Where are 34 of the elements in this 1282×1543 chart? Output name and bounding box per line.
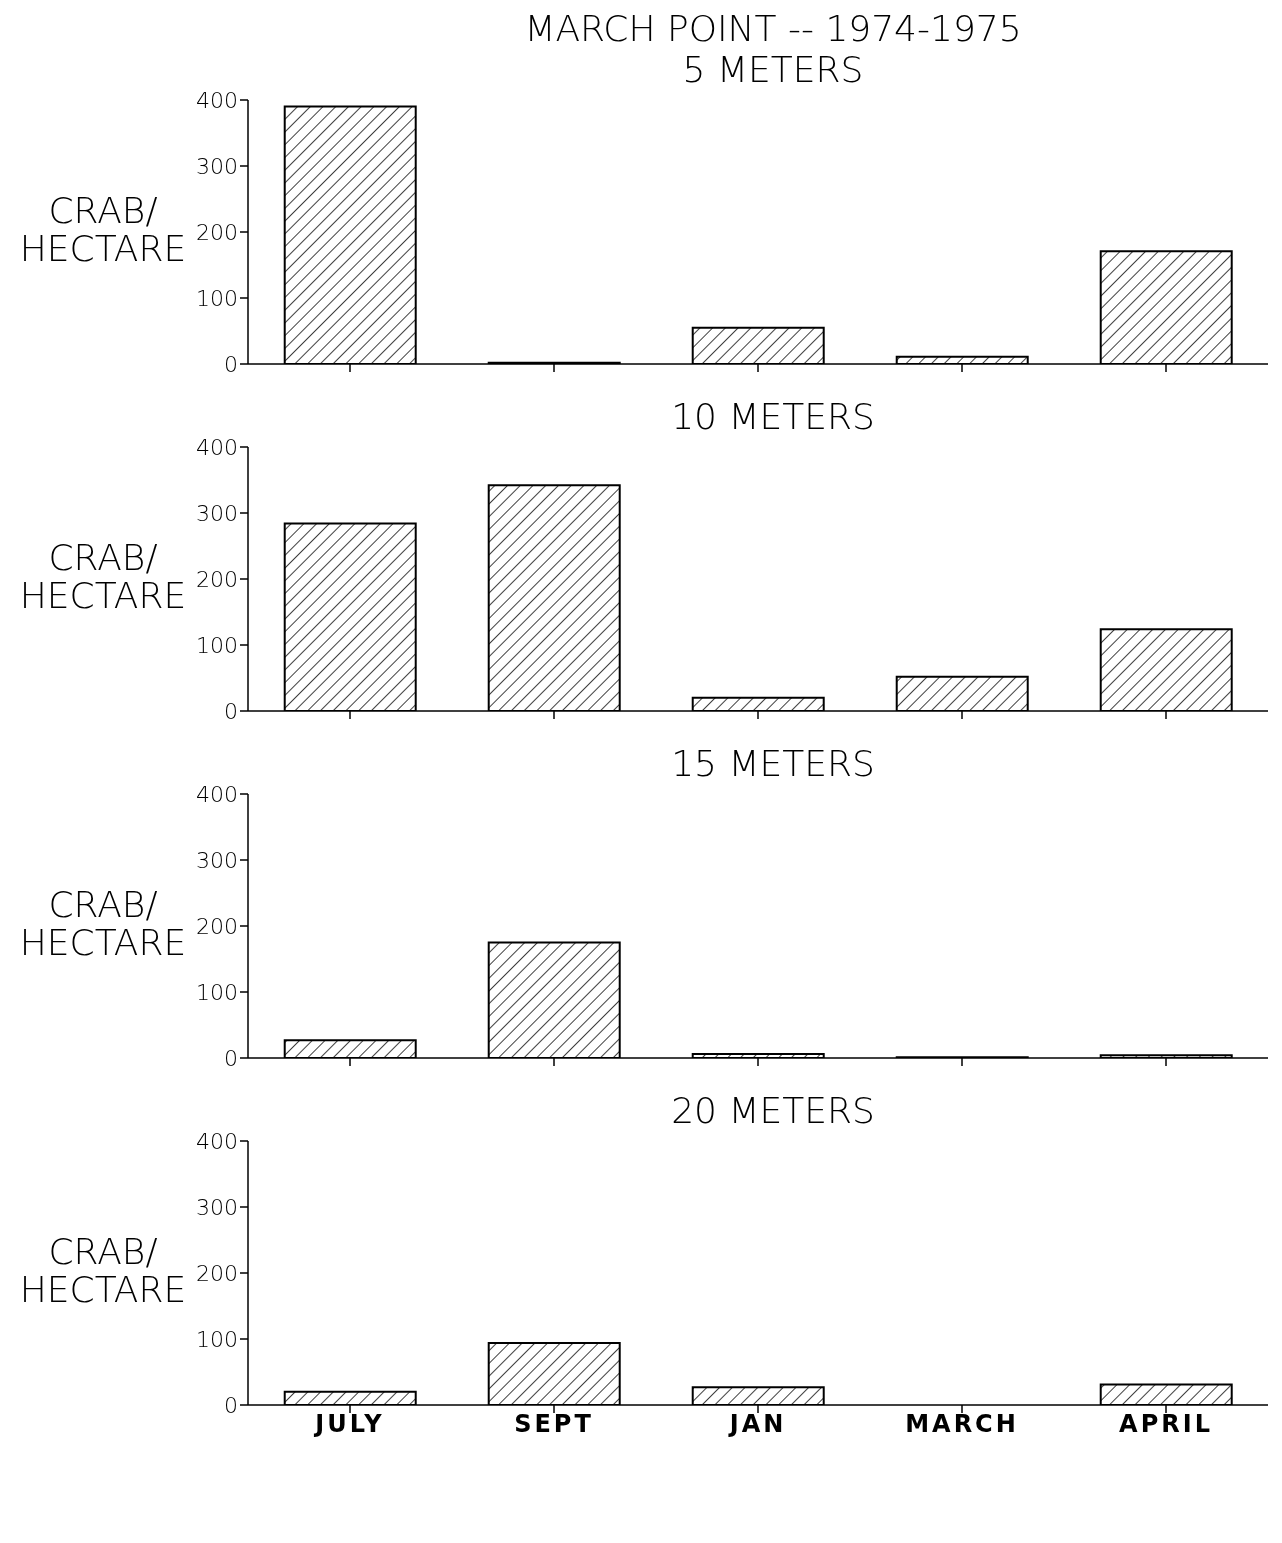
y-tick-label: 300 xyxy=(196,500,238,526)
y-tick-label: 400 xyxy=(196,87,238,113)
y-tick-label: 400 xyxy=(196,781,238,807)
y-axis-title: CRAB/ HECTARE xyxy=(19,884,187,963)
y-tick-label: 100 xyxy=(196,285,238,311)
y-axis-title: CRAB/ HECTARE xyxy=(19,190,187,269)
x-tick-label: JAN xyxy=(727,1410,787,1439)
y-tick-label: 0 xyxy=(224,698,238,724)
y-tick-label: 400 xyxy=(196,434,238,460)
y-tick-label: 300 xyxy=(196,1194,238,1220)
y-tick-label: 0 xyxy=(224,1045,238,1071)
chart-subtitle: 5 METERS xyxy=(682,49,864,90)
chart-title: MARCH POINT -- 1974-1975 xyxy=(523,8,1023,49)
chart-subtitle: 15 METERS xyxy=(671,743,875,784)
x-tick-label: APRIL xyxy=(1119,1410,1213,1439)
chart-subtitle: 10 METERS xyxy=(671,396,875,437)
y-tick-label: 200 xyxy=(196,1260,238,1286)
y-tick-label: 300 xyxy=(196,153,238,179)
y-axis-title: CRAB/ HECTARE xyxy=(19,1231,187,1310)
y-tick-label: 200 xyxy=(196,566,238,592)
x-tick-label: JULY xyxy=(313,1410,385,1439)
x-tick-label: MARCH xyxy=(905,1410,1019,1439)
y-tick-label: 0 xyxy=(224,351,238,377)
y-tick-label: 100 xyxy=(196,632,238,658)
y-tick-label: 200 xyxy=(196,913,238,939)
y-tick-label: 400 xyxy=(196,1128,238,1154)
y-tick-label: 100 xyxy=(196,1326,238,1352)
y-tick-label: 100 xyxy=(196,979,238,1005)
y-tick-label: 200 xyxy=(196,219,238,245)
y-tick-label: 0 xyxy=(224,1392,238,1418)
chart-subtitle: 20 METERS xyxy=(671,1090,875,1131)
x-tick-label: SEPT xyxy=(514,1410,594,1439)
y-tick-label: 300 xyxy=(196,847,238,873)
y-axis-title: CRAB/ HECTARE xyxy=(19,537,187,616)
